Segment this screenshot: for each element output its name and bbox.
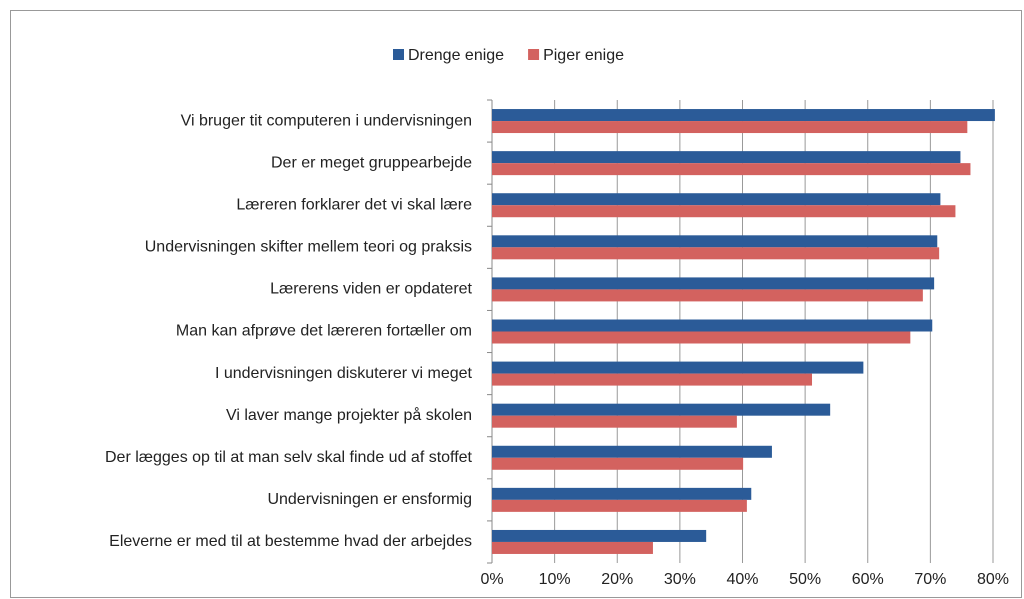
bar	[492, 487, 752, 500]
legend-swatch	[393, 49, 404, 60]
x-tick-label: 60%	[852, 571, 884, 588]
bar	[492, 499, 747, 512]
bar	[492, 163, 971, 176]
bar	[492, 331, 911, 344]
y-tick-label: Vi bruger tit computeren i undervisninge…	[181, 112, 472, 129]
x-tick-label: 20%	[601, 571, 633, 588]
x-tick-label: 50%	[789, 571, 821, 588]
bar	[492, 361, 864, 374]
bar	[492, 457, 744, 470]
x-tick-label: 80%	[977, 571, 1009, 588]
y-tick-label: Undervisningen er ensformig	[267, 491, 472, 508]
x-tick-label: 10%	[539, 571, 571, 588]
x-tick-label: 30%	[664, 571, 696, 588]
x-tick-label: 70%	[914, 571, 946, 588]
bar	[492, 403, 831, 416]
x-tick-label: 0%	[480, 571, 503, 588]
bar	[492, 319, 933, 332]
bar	[492, 151, 961, 164]
y-tick-label: Undervisningen skifter mellem teori og p…	[145, 239, 472, 256]
legend-swatch	[528, 49, 540, 60]
bar	[492, 373, 813, 386]
legend-label: Drenge enige	[408, 47, 504, 64]
y-tick-label: Eleverne er med til at bestemme hvad der…	[109, 533, 472, 550]
bar	[492, 289, 923, 302]
y-tick-label: Der lægges op til at man selv skal finde…	[105, 449, 473, 466]
y-tick-label: Vi laver mange projekter på skolen	[226, 406, 472, 424]
legend-label: Piger enige	[543, 47, 624, 64]
y-tick-label: Der er meget gruppearbejde	[271, 154, 472, 171]
x-tick-label: 40%	[726, 571, 758, 588]
bar	[492, 445, 772, 458]
y-tick-label: Lærerens viden er opdateret	[270, 281, 472, 298]
bar	[492, 205, 956, 218]
y-tick-label: I undervisningen diskuterer vi meget	[215, 365, 473, 382]
y-tick-label: Læreren forklarer det vi skal lære	[236, 196, 472, 213]
bar	[492, 109, 995, 122]
bar	[492, 415, 737, 428]
bar	[492, 529, 707, 542]
bar	[492, 235, 938, 248]
bar	[492, 247, 940, 260]
bar	[492, 121, 968, 134]
bar	[492, 193, 941, 206]
bar	[492, 277, 935, 290]
bar	[492, 541, 653, 554]
y-tick-label: Man kan afprøve det læreren fortæller om	[176, 323, 472, 340]
